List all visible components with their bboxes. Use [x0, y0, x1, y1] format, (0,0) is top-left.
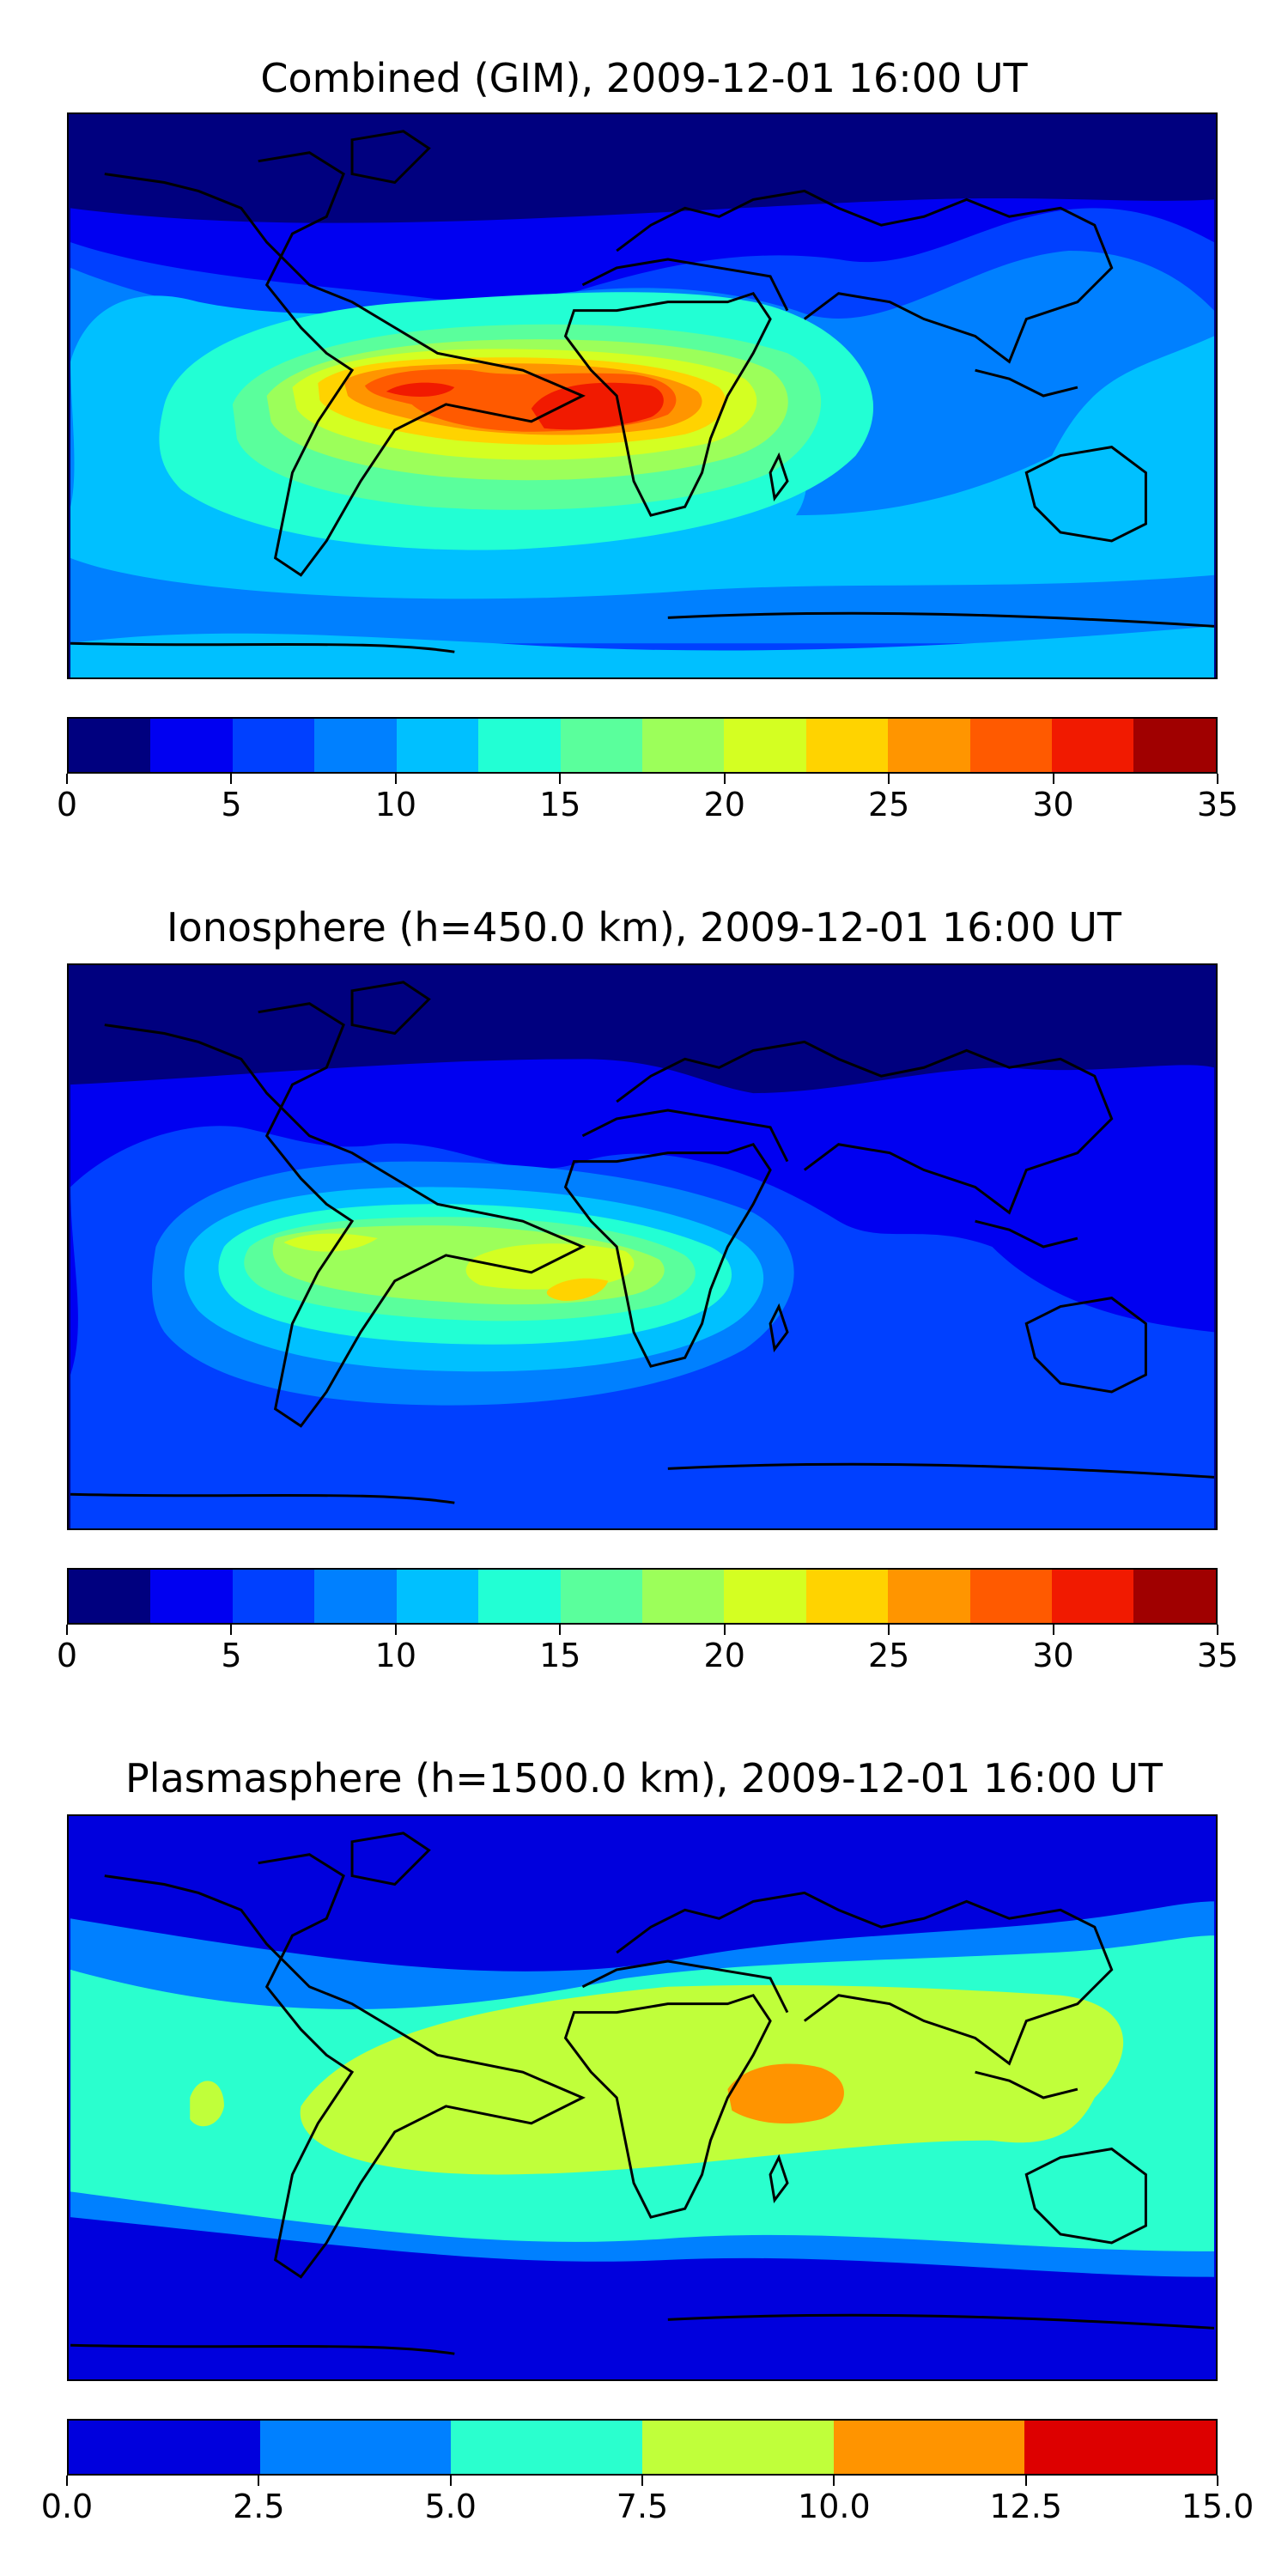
colorbar-plasmasphere: [67, 2419, 1218, 2476]
colorbar-tick-label: 30: [1032, 786, 1074, 823]
colorbar-tick-mark: [1052, 1625, 1054, 1635]
colorbar-swatch: [1052, 1570, 1134, 1623]
colorbar-swatch: [232, 1570, 315, 1623]
colorbar-tick-label: 12.5: [989, 2488, 1062, 2525]
colorbar-swatch: [314, 719, 397, 772]
colorbar-swatch: [1133, 719, 1216, 772]
colorbar-swatch: [1024, 2421, 1217, 2474]
colorbar-tick-mark: [888, 774, 890, 784]
colorbar-tick-mark: [1052, 774, 1054, 784]
colorbar-tick-mark: [66, 1625, 68, 1635]
colorbar-tick-mark: [230, 1625, 233, 1635]
colorbar-swatch: [888, 1570, 970, 1623]
colorbar-tick-label: 0: [56, 1637, 78, 1674]
colorbar-tick-mark: [723, 774, 726, 784]
colorbar-tick-label: 30: [1032, 1637, 1074, 1674]
colorbar-swatch: [396, 719, 479, 772]
colorbar-tick-mark: [1217, 2476, 1218, 2486]
colorbar-tick-mark: [833, 2476, 835, 2486]
tec-contour-map-plasmasphere: [70, 1816, 1215, 2379]
colorbar-tick-mark: [394, 774, 397, 784]
colorbar-ticks-ionosphere: 0 5 10 15 20 25 30 35: [57, 1625, 1238, 1676]
colorbar-tick-mark: [1024, 2476, 1027, 2486]
colorbar-tick-mark: [559, 774, 562, 784]
colorbar-tick-label: 0.0: [40, 2488, 94, 2525]
colorbar-tick-mark: [559, 1625, 562, 1635]
colorbar-tick-label: 25: [867, 1637, 910, 1674]
colorbar-swatch: [969, 1570, 1053, 1623]
colorbar-tick-label: 15: [539, 1637, 581, 1674]
colorbar-swatch: [724, 1570, 806, 1623]
colorbar-tick-label: 10: [374, 786, 417, 823]
colorbar-swatch: [478, 719, 561, 772]
colorbar-swatch: [560, 1570, 642, 1623]
colorbar-swatch: [396, 1570, 479, 1623]
colorbar-tick-label: 35: [1196, 1637, 1239, 1674]
colorbar-swatch: [69, 2421, 260, 2474]
colorbar-swatch: [805, 1570, 889, 1623]
colorbar-tick-mark: [66, 774, 68, 784]
colorbar-swatch: [259, 2421, 452, 2474]
colorbar-swatch: [150, 1570, 233, 1623]
colorbar-swatch: [641, 1570, 725, 1623]
colorbar-swatch: [969, 719, 1053, 772]
colorbar-ticks-combined: 0 5 10 15 20 25 30 35: [57, 774, 1238, 825]
colorbar-swatch: [560, 719, 642, 772]
colorbar-tick-label: 10.0: [798, 2488, 871, 2525]
colorbar-tick-label: 5: [221, 786, 242, 823]
colorbar-tick-label: 20: [703, 786, 745, 823]
colorbar-swatch: [314, 1570, 397, 1623]
colorbar-tick-mark: [723, 1625, 726, 1635]
colorbar-swatch: [69, 1570, 151, 1623]
colorbar-tick-label: 5.0: [424, 2488, 477, 2525]
colorbar-tick-mark: [888, 1625, 890, 1635]
colorbar-tick-label: 7.5: [616, 2488, 669, 2525]
colorbar-ionosphere: [67, 1568, 1218, 1625]
map-combined: [67, 112, 1218, 679]
colorbar-tick-mark: [641, 2476, 643, 2486]
colorbar-tick-label: 25: [867, 786, 910, 823]
colorbar-tick-label: 0: [56, 786, 78, 823]
colorbar-swatch: [724, 719, 806, 772]
colorbar-tick-label: 15.0: [1181, 2488, 1255, 2525]
map-plasmasphere: [67, 1814, 1218, 2381]
colorbar-swatch: [1133, 1570, 1216, 1623]
colorbar-swatch: [478, 1570, 561, 1623]
colorbar-tick-label: 2.5: [233, 2488, 285, 2525]
map-ionosphere: [67, 963, 1218, 1530]
colorbar-tick-mark: [258, 2476, 260, 2486]
colorbar-swatch: [451, 2421, 643, 2474]
tec-contour-map-ionosphere: [70, 965, 1215, 1528]
colorbar-tick-mark: [449, 2476, 452, 2486]
colorbar-tick-label: 20: [703, 1637, 745, 1674]
panel-title-plasmasphere: Plasmasphere (h=1500.0 km), 2009-12-01 1…: [125, 1755, 1163, 1801]
colorbar-tick-label: 5: [221, 1637, 242, 1674]
colorbar-swatch: [833, 2421, 1025, 2474]
colorbar-swatch: [69, 719, 151, 772]
colorbar-tick-mark: [394, 1625, 397, 1635]
colorbar-tick-label: 10: [374, 1637, 417, 1674]
colorbar-swatch: [641, 719, 725, 772]
colorbar-swatch: [1052, 719, 1134, 772]
colorbar-swatch: [642, 2421, 834, 2474]
colorbar-ticks-plasmasphere: 0.0 2.5 5.0 7.5 10.0 12.5 15.0: [41, 2476, 1254, 2527]
colorbar-swatch: [805, 719, 889, 772]
colorbar-tick-mark: [230, 774, 233, 784]
colorbar-tick-mark: [66, 2476, 68, 2486]
colorbar-tick-label: 35: [1196, 786, 1239, 823]
panel-title-ionosphere: Ionosphere (h=450.0 km), 2009-12-01 16:0…: [167, 904, 1121, 951]
colorbar-combined: [67, 717, 1218, 774]
colorbar-tick-label: 15: [539, 786, 581, 823]
tec-contour-map-combined: [70, 114, 1215, 677]
colorbar-swatch: [150, 719, 233, 772]
panel-title-combined: Combined (GIM), 2009-12-01 16:00 UT: [260, 55, 1028, 101]
colorbar-tick-mark: [1217, 774, 1218, 784]
colorbar-swatch: [888, 719, 970, 772]
colorbar-tick-mark: [1217, 1625, 1218, 1635]
colorbar-swatch: [232, 719, 315, 772]
